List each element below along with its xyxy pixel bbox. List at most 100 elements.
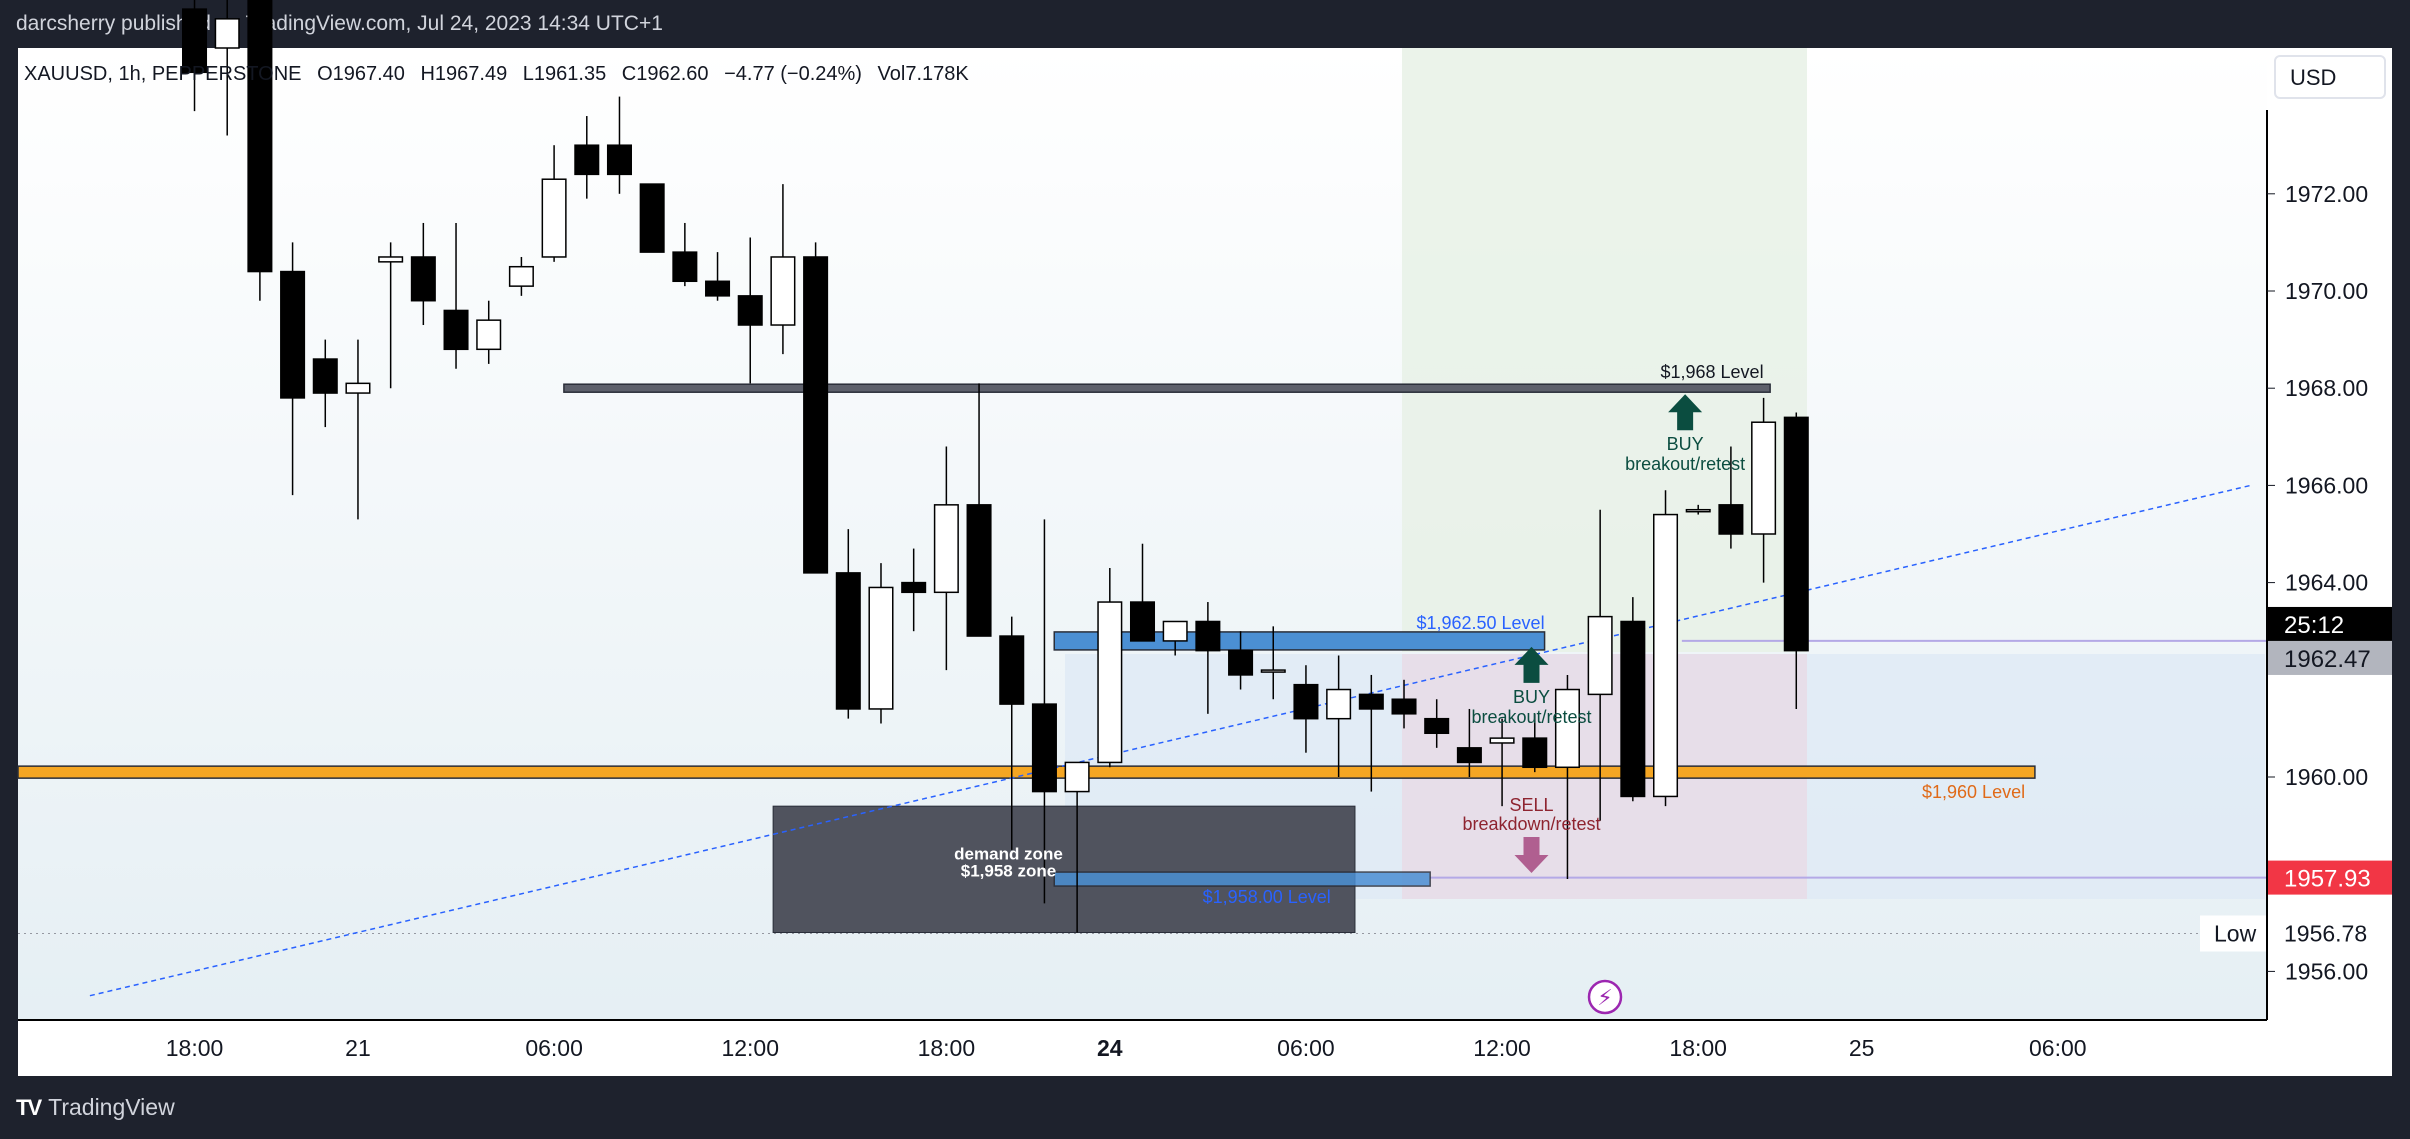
candle-body-down	[312, 358, 338, 394]
legend-close: C1962.60	[622, 63, 709, 85]
candle-body-up	[214, 18, 240, 49]
candle	[1456, 708, 1482, 777]
legend-volume: Vol7.178K	[878, 63, 970, 85]
candle-body-down	[247, 0, 273, 273]
candle	[1228, 631, 1254, 690]
alert-price-label: 1957.93	[2284, 866, 2371, 893]
candle	[443, 222, 469, 369]
candle-body-up	[1489, 737, 1515, 744]
x-tick-label: 06:00	[1277, 1035, 1335, 1061]
candle	[803, 242, 829, 574]
candle-body-down	[1228, 649, 1254, 676]
candle-body-up	[1587, 615, 1613, 696]
level-1968-label: $1,968 Level	[1660, 362, 1763, 382]
candle	[1064, 761, 1090, 933]
level-1958-band	[1053, 871, 1431, 887]
candle-body-up	[770, 256, 796, 326]
brand-label: TradingView	[48, 1094, 175, 1120]
signal-text: BUY	[1667, 434, 1704, 454]
candle-body-up	[868, 586, 894, 710]
candle-body-up	[1685, 508, 1711, 513]
signal-text: SELL	[1509, 795, 1553, 815]
candle	[1783, 412, 1809, 709]
buy-arrow-icon	[1668, 394, 1703, 431]
currency-button[interactable]: USD	[2274, 55, 2386, 99]
candle-body-down	[606, 144, 632, 176]
candle	[672, 222, 698, 287]
candle	[541, 145, 567, 262]
candle	[476, 300, 502, 364]
x-tick-label: 21	[345, 1035, 371, 1061]
candle-body-down	[574, 144, 600, 176]
signal-text: BUY	[1513, 687, 1550, 707]
candle	[1554, 674, 1580, 880]
candle-body-down	[1391, 698, 1417, 715]
level-1960-band	[17, 765, 2036, 779]
event-marker[interactable]: ⚡	[1587, 979, 1623, 1015]
x-tick-label: 18:00	[1669, 1035, 1727, 1061]
candle-body-down	[901, 581, 927, 594]
price-axis: 1972.00 1970.00 1968.00 1966.00 1964.00 1960.…	[2200, 181, 2392, 984]
candle-layer	[182, 0, 1809, 933]
level-1968-band	[563, 383, 1771, 393]
price-axis-background	[2267, 48, 2392, 1020]
candle-body-up	[1653, 513, 1679, 798]
sell-arrow-icon	[1514, 837, 1549, 874]
x-tick-label: 12:00	[721, 1035, 779, 1061]
candle-body-up	[541, 178, 567, 258]
candle-body-down	[1358, 693, 1384, 710]
candle-body-up	[378, 256, 404, 263]
alert-price-badge	[2268, 860, 2392, 895]
candle-body-down	[410, 256, 436, 302]
currency-label: USD	[2290, 65, 2336, 90]
candle-body-down	[280, 270, 306, 399]
overlay-layer: demand zone$1,958 zoneBUYbreakout/retest…	[954, 394, 1745, 881]
x-tick-label: 12:00	[1473, 1035, 1531, 1061]
candle	[606, 96, 632, 194]
candle-body-up	[345, 382, 371, 394]
candle-body-down	[999, 635, 1025, 705]
candle-body-down	[1129, 601, 1156, 642]
tradingview-brand[interactable]: TV TradingView	[16, 1094, 175, 1121]
currency-button-box[interactable]	[2274, 55, 2386, 99]
x-tick-label: 18:00	[166, 1035, 224, 1061]
candle	[214, 0, 240, 136]
level-1962-50-label: $1,962.50 Level	[1416, 613, 1544, 633]
candle	[1162, 620, 1188, 656]
candle	[901, 548, 927, 632]
legend-symbol: XAUUSD, 1h, PEPPERSTONE	[24, 63, 302, 85]
candle	[770, 184, 796, 355]
demand-zone-sublabel: $1,958 zone	[961, 862, 1056, 881]
candle	[1195, 602, 1221, 714]
level-1958-label: $1,958.00 Level	[1203, 887, 1331, 907]
candle-body-down	[1293, 683, 1319, 720]
signal-subtext: breakout/retest	[1471, 707, 1591, 727]
price-label: 1962.47	[2284, 646, 2371, 673]
y-tick-label: 1956.00	[2285, 958, 2368, 984]
candle	[705, 252, 731, 301]
candle-body-up	[508, 265, 534, 287]
x-tick-label: 25	[1849, 1035, 1875, 1061]
candle	[1326, 655, 1352, 777]
candle-body-down	[835, 572, 861, 710]
candle	[999, 616, 1025, 850]
candle	[1587, 509, 1613, 821]
candle	[345, 339, 371, 520]
x-tick-label: 06:00	[525, 1035, 583, 1061]
buy-arrow-icon	[1514, 646, 1549, 683]
x-tick-label: 18:00	[918, 1035, 976, 1061]
legend-open: O1967.40	[317, 63, 405, 85]
event-marker-circle[interactable]	[1587, 979, 1623, 1015]
tradingview-logo-icon: TV	[16, 1094, 42, 1120]
candle	[378, 242, 404, 389]
legend-change: −4.77 (−0.24%)	[724, 63, 862, 85]
dashed-trendline	[89, 484, 2251, 997]
publisher-info: darcsherry published on TradingView.com,…	[16, 12, 663, 35]
candle-body-up	[1260, 669, 1286, 673]
candle-body-down	[1031, 703, 1057, 793]
candle	[1751, 397, 1777, 583]
x-tick-label: 24	[1097, 1035, 1123, 1061]
signal-subtext: breakdown/retest	[1462, 814, 1600, 834]
lightning-icon: ⚡	[1597, 986, 1612, 1011]
